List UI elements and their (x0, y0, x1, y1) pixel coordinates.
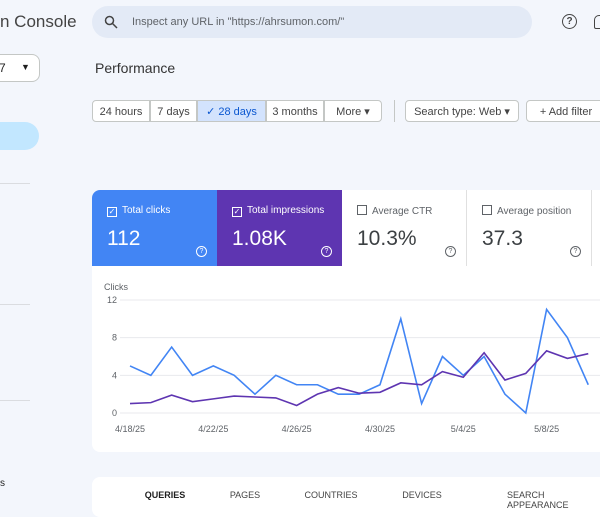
page-title: Performance (95, 60, 176, 76)
series-line (129, 349, 589, 407)
search-placeholder: Inspect any URL in "https://ahrsumon.com… (132, 16, 345, 28)
metric-value: 10.3% (357, 227, 417, 250)
range-chip[interactable]: ✓ 28 days (197, 100, 266, 122)
checkbox: ✓ (232, 207, 242, 217)
search-type: Search type: Web (414, 106, 502, 118)
account-icon[interactable] (594, 15, 600, 29)
tab[interactable]: PAGES (229, 490, 261, 500)
tab[interactable]: COUNTRIES (304, 490, 358, 500)
range-chip[interactable]: 3 months (266, 100, 324, 122)
metric-card[interactable]: Average position 37.3? (467, 190, 592, 266)
add-filter: Add filter (548, 106, 593, 118)
tab[interactable]: QUERIES (144, 490, 186, 500)
x-tick-label: 4/18/25 (115, 424, 145, 434)
sidebar-footer: s (0, 478, 5, 489)
range-label: 28 days (218, 106, 257, 118)
y-axis-title: Clicks (104, 282, 128, 292)
property-selector[interactable]: 7 ▼ (0, 54, 40, 82)
chart: Clicks 0 4 8 12 4/18/25 4/22/25 4/26/25 4/30/25… (104, 282, 600, 434)
brand: n Console (0, 12, 77, 31)
help-icon[interactable]: ? (321, 246, 332, 257)
checkbox (482, 205, 492, 215)
tab[interactable]: SEARCH APPEARANCE (507, 490, 569, 510)
divider (0, 304, 30, 305)
x-tick-label: 4/22/25 (198, 424, 228, 434)
help-icon[interactable]: ? (570, 246, 581, 257)
y-tick-label: 4 (112, 370, 117, 380)
range-chip[interactable]: More ▾ (324, 100, 382, 122)
search-bar[interactable]: Inspect any URL in "https://ahrsumon.com… (92, 6, 532, 38)
y-tick-label: 8 (112, 333, 117, 343)
divider (0, 183, 30, 184)
y-tick-label: 12 (107, 295, 117, 305)
add-filter-chip[interactable]: + Add filter (526, 100, 600, 122)
x-tick-label: 5/4/25 (451, 424, 476, 434)
search-type-chip[interactable]: Search type: Web ▾ (405, 100, 519, 122)
range-label: 24 hours (99, 106, 143, 118)
checkbox (357, 205, 367, 215)
range-label: 3 months (272, 106, 318, 118)
x-tick-label: 4/30/25 (365, 424, 395, 434)
checkbox: ✓ (107, 207, 117, 217)
metric-title: ✓ Total impressions (232, 205, 342, 217)
help-icon[interactable]: ? (562, 14, 577, 29)
y-tick-label: 0 (112, 408, 117, 418)
x-tick-label: 5/8/25 (534, 424, 559, 434)
range-label: More (336, 106, 362, 118)
metric-card[interactable]: ✓ Total impressions 1.08K? (217, 190, 342, 266)
metric-value: 37.3 (482, 227, 523, 250)
nav-selected[interactable] (0, 122, 39, 150)
metric-label: Average position (497, 206, 572, 217)
range-label: 7 days (157, 106, 190, 118)
divider (0, 400, 30, 401)
range-chip[interactable]: 24 hours (92, 100, 150, 122)
dropdown-arrow: ▼ (21, 62, 30, 72)
divider (394, 100, 395, 122)
tab[interactable]: DEVICES (402, 490, 442, 500)
metric-label: Average CTR (372, 206, 433, 217)
metric-card[interactable]: ✓ Total clicks 112? (92, 190, 217, 266)
page: n Console 7 ▼ s Inspect any URL in "https… (0, 6, 600, 517)
series-line (129, 307, 589, 415)
help-icon[interactable]: ? (445, 246, 456, 257)
metric-title: Average CTR (357, 205, 466, 217)
help-icon[interactable]: ? (196, 246, 207, 257)
check-icon: ✓ (206, 106, 219, 118)
metric-title: ✓ Total clicks (107, 205, 217, 217)
metric-label: Total clicks (122, 205, 171, 216)
dropdown-arrow: ▾ (361, 106, 370, 118)
property-text: 7 (0, 61, 6, 75)
range-chip[interactable]: 7 days (150, 100, 197, 122)
search-icon (104, 15, 118, 29)
metric-card[interactable]: Average CTR 10.3%? (342, 190, 467, 266)
x-tick-label: 4/26/25 (282, 424, 312, 434)
metric-value: 1.08K (232, 227, 287, 250)
metric-title: Average position (482, 205, 591, 217)
metric-value: 112 (107, 227, 141, 250)
metric-label: Total impressions (247, 205, 325, 216)
